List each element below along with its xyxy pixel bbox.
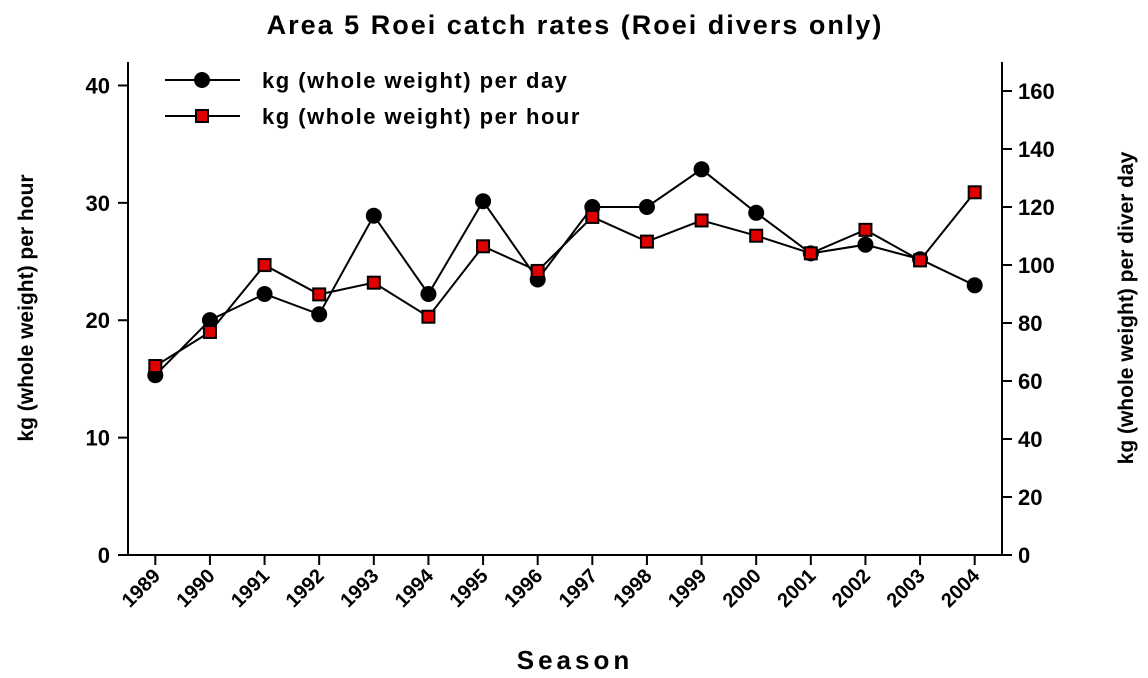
y-tick-label: 30 [86,191,110,216]
y-tick-label: 0 [98,543,110,568]
point [858,222,873,237]
y-tick-label: 40 [86,73,110,98]
point [585,209,600,224]
y2-tick-label: 20 [1018,485,1042,510]
point [420,286,437,302]
point [257,258,272,273]
y2-tick-label: 120 [1018,195,1055,220]
x-tick-label: 1995 [446,565,493,612]
x-tick-label: 2002 [828,565,875,612]
point [913,253,928,268]
x-tick-label: 1991 [227,565,274,612]
chart-title: Area 5 Roei catch rates (Roei divers onl… [267,10,884,40]
point [967,185,982,200]
y2-tick-label: 100 [1018,253,1055,278]
x-tick-label: 1996 [500,565,547,612]
point [638,199,655,215]
x-tick-label: 1992 [282,565,329,612]
point [748,204,765,221]
y2-tick-label: 80 [1018,311,1042,336]
y2-tick-label: 140 [1018,137,1055,162]
x-tick-label: 2000 [719,565,766,612]
point [857,236,874,253]
point [312,287,327,302]
point [194,72,210,88]
point [201,312,218,329]
point [421,309,436,324]
x-tick-label: 1994 [391,564,439,612]
x-tick-label: 2001 [773,565,820,612]
point [202,324,217,339]
point [530,263,545,278]
x-tick-label: 1989 [118,565,165,612]
y-tick-label: 10 [86,426,110,451]
x-tick-label: 2004 [937,564,985,612]
point [966,277,983,294]
point [256,286,273,302]
point [694,213,709,228]
x-tick-label: 2003 [883,565,930,612]
legend-label: kg (whole weight) per hour [262,104,581,129]
point [365,207,382,224]
point [749,228,764,243]
x-tick-label: 1999 [664,565,711,612]
point [195,109,209,123]
point [803,246,818,261]
y2-tick-label: 160 [1018,79,1055,104]
legend-label: kg (whole weight) per day [262,68,568,93]
y2-tick-label: 40 [1018,427,1042,452]
point [366,275,381,290]
x-tick-label: 1990 [172,565,219,612]
y2-tick-label: 0 [1018,543,1030,568]
point [148,359,163,374]
point [475,193,492,210]
point [476,239,491,254]
x-tick-label: 1993 [336,565,383,612]
x-tick-label: 1998 [609,565,656,612]
point [311,306,328,323]
y-tick-label: 20 [86,308,110,333]
series-line [154,191,976,367]
y2-axis-label: kg (whole weight) per diver day [1115,151,1138,464]
y2-tick-label: 60 [1018,369,1042,394]
x-axis-label: Season [517,645,634,673]
point [693,161,710,178]
y-axis-label: kg (whole weight) per hour [15,174,38,441]
x-tick-label: 1997 [555,565,602,612]
point [639,234,654,249]
